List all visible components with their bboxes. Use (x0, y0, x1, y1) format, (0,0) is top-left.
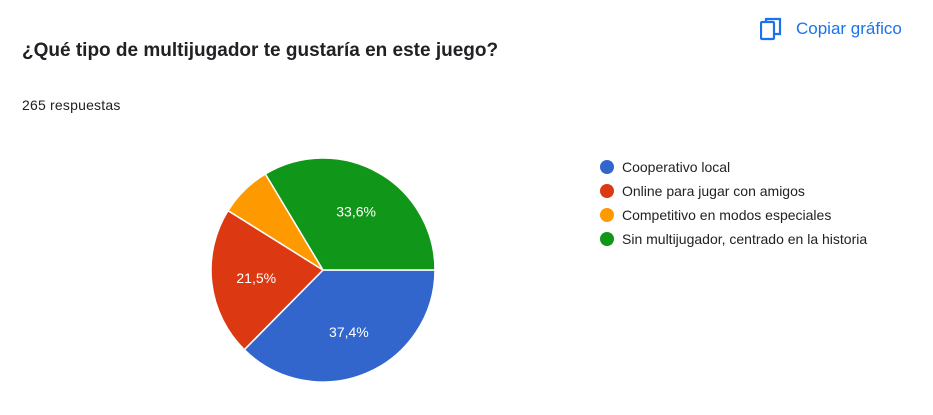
legend-swatch-0 (600, 160, 614, 174)
legend-item-0[interactable]: Cooperativo local (600, 155, 867, 179)
legend-swatch-1 (600, 184, 614, 198)
legend-label-1: Online para jugar con amigos (622, 183, 805, 199)
legend-label-2: Competitivo en modos especiales (622, 207, 832, 223)
pie-slice-label-3: 33,6% (336, 204, 376, 220)
legend-swatch-3 (600, 232, 614, 246)
chart-legend: Cooperativo local Online para jugar con a… (600, 155, 867, 251)
response-count: 265 respuestas (22, 97, 121, 113)
legend-item-1[interactable]: Online para jugar con amigos (600, 179, 867, 203)
legend-item-3[interactable]: Sin multijugador, centrado en la histori… (600, 227, 867, 251)
legend-label-3: Sin multijugador, centrado en la histori… (622, 231, 868, 247)
pie-slice-0[interactable] (243, 269, 436, 383)
pie-slice-label-1: 21,5% (236, 270, 276, 286)
pie-slice-3[interactable] (264, 157, 436, 271)
copy-chart-label: Copiar gráfico (796, 19, 902, 38)
legend-item-2[interactable]: Competitivo en modos especiales (600, 203, 867, 227)
copy-chart-button[interactable]: Copiar gráfico (754, 12, 908, 46)
legend-label-0: Cooperativo local (622, 159, 731, 175)
legend-swatch-2 (600, 208, 614, 222)
pie-slice-1[interactable] (210, 209, 325, 351)
pie-slice-label-0: 37,4% (329, 324, 369, 340)
page-title: ¿Qué tipo de multijugador te gustaría en… (22, 40, 499, 61)
copy-icon (760, 17, 782, 41)
